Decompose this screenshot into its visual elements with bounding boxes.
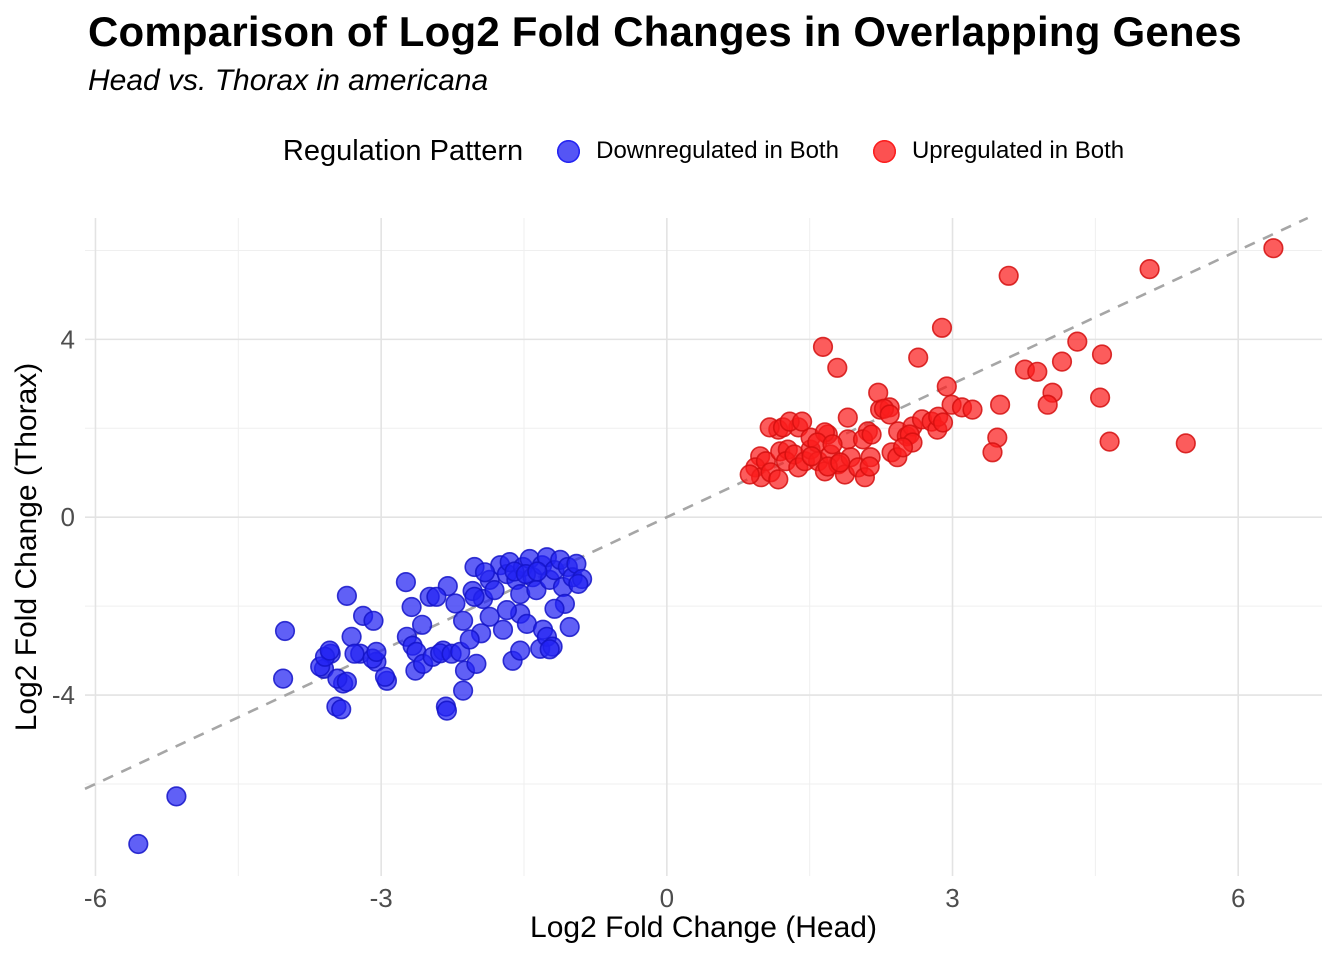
- data-point: [401, 596, 422, 618]
- data-point: [492, 619, 514, 640]
- y-tick-label: 0: [61, 502, 75, 532]
- data-point: [341, 626, 362, 647]
- data-point: [412, 614, 433, 635]
- data-point: [436, 700, 458, 721]
- x-tick-label: 0: [660, 883, 674, 913]
- data-point: [395, 571, 417, 593]
- data-point: [344, 643, 365, 664]
- data-point: [527, 561, 548, 582]
- data-point: [559, 616, 580, 638]
- identity-line: [84, 216, 1309, 791]
- data-point: [812, 336, 834, 358]
- data-point: [892, 437, 914, 458]
- data-point: [931, 317, 953, 338]
- data-point: [1175, 433, 1196, 454]
- data-point: [908, 347, 929, 368]
- data-point: [982, 442, 1003, 463]
- page-title: Comparison of Log2 Fold Changes in Overl…: [88, 8, 1242, 55]
- data-point: [510, 640, 531, 661]
- legend-item-downregulated: Downregulated in Both: [557, 137, 839, 165]
- data-point: [374, 666, 396, 687]
- y-tick-label: -4: [52, 680, 75, 710]
- blue-point-icon: [557, 139, 581, 163]
- data-point: [827, 357, 848, 378]
- data-point: [791, 411, 813, 432]
- data-point: [539, 639, 560, 660]
- y-axis-title: Log2 Fold Change (Thorax): [10, 362, 43, 732]
- legend-item-label: Upregulated in Both: [911, 137, 1125, 164]
- data-point: [1089, 387, 1111, 408]
- data-point: [830, 452, 851, 473]
- data-point: [932, 412, 954, 433]
- data-point: [484, 579, 505, 601]
- data-point: [962, 399, 983, 420]
- data-point: [859, 456, 880, 477]
- x-axis-title: Log2 Fold Change (Head): [530, 911, 877, 944]
- data-point: [273, 668, 294, 689]
- data-point: [453, 610, 474, 631]
- x-tick-label: -3: [370, 883, 393, 913]
- data-point: [363, 610, 384, 631]
- page-subtitle: Head vs. Thorax in americana: [88, 64, 489, 97]
- legend: Regulation Pattern Downregulated in Both…: [85, 126, 1322, 176]
- data-point: [496, 599, 518, 621]
- data-point: [319, 640, 340, 661]
- x-tick-label: -6: [84, 883, 107, 913]
- data-point: [861, 424, 882, 445]
- red-point-icon: [872, 139, 896, 163]
- data-point: [453, 680, 474, 701]
- data-point: [1099, 431, 1120, 452]
- data-point: [459, 629, 480, 650]
- data-point: [331, 699, 352, 720]
- data-point: [879, 404, 900, 425]
- legend-item-upregulated: Upregulated in Both: [872, 137, 1125, 165]
- data-point: [366, 641, 387, 663]
- data-point: [1263, 238, 1284, 259]
- data-point: [739, 464, 760, 485]
- x-tick-label: 3: [945, 883, 959, 913]
- data-point: [474, 562, 496, 583]
- data-point: [274, 620, 296, 642]
- y-tick-label: 4: [61, 324, 75, 354]
- data-point: [479, 606, 500, 627]
- data-point: [166, 786, 187, 807]
- data-point: [544, 598, 565, 619]
- data-point: [445, 593, 466, 614]
- data-point: [1067, 331, 1088, 352]
- data-point: [768, 469, 789, 490]
- data-point: [1027, 361, 1048, 382]
- data-point: [1051, 351, 1073, 372]
- data-point: [837, 407, 858, 428]
- data-point: [466, 653, 487, 675]
- data-point: [801, 446, 822, 467]
- data-point: [936, 376, 957, 397]
- data-point: [998, 265, 1019, 286]
- data-point: [336, 671, 358, 692]
- data-point: [336, 585, 358, 607]
- legend-item-label: Downregulated in Both: [596, 137, 839, 164]
- data-point: [568, 573, 589, 595]
- data-point: [989, 394, 1011, 415]
- data-point: [464, 586, 485, 607]
- data-point: [1037, 394, 1058, 415]
- x-tick-label: 6: [1231, 883, 1245, 913]
- data-point: [128, 833, 149, 855]
- data-point: [1139, 259, 1160, 280]
- data-point: [426, 586, 447, 607]
- data-point: [1091, 344, 1113, 365]
- data-point: [822, 434, 843, 455]
- legend-title: Regulation Pattern: [282, 134, 524, 167]
